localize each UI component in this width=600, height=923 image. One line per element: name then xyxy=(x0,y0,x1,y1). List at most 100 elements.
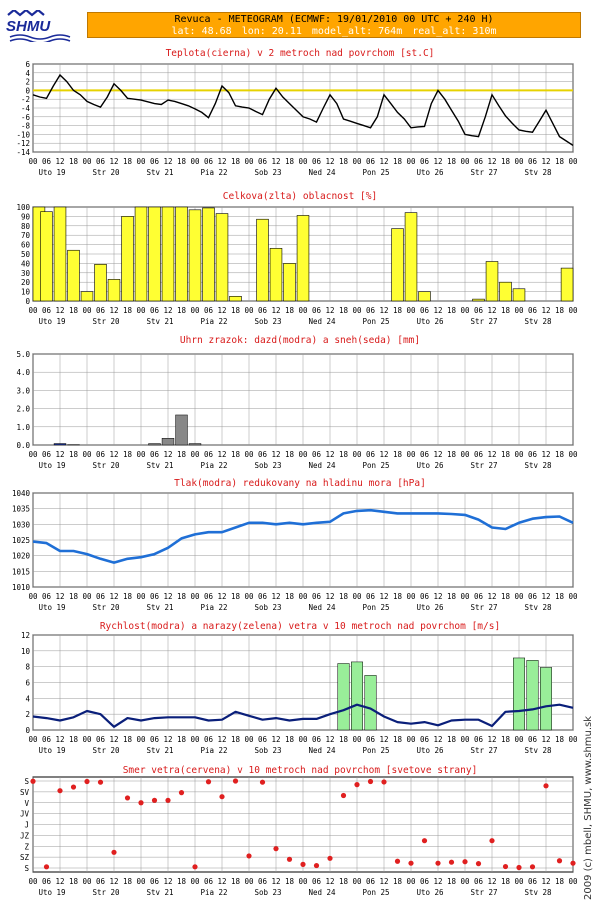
precip-hour-label: 00 xyxy=(244,450,254,459)
temp-hour-label: 18 xyxy=(231,157,241,166)
temp-hour-label: 18 xyxy=(501,157,511,166)
direction-hour-label: 06 xyxy=(312,877,322,886)
copyright-text: 2009 (c) mbell, SHMU, www.shmu.sk xyxy=(583,715,594,900)
cloud-bar xyxy=(80,291,94,302)
pressure-hour-label: 18 xyxy=(69,592,79,601)
pressure-day-label: Uto 19 xyxy=(38,603,65,612)
direction-ytick-label: SZ xyxy=(20,853,30,862)
precip-hour-label: 06 xyxy=(96,450,106,459)
direction-hour-label: 12 xyxy=(55,877,64,886)
wind-hour-label: 00 xyxy=(460,735,470,744)
precip-hour-label: 06 xyxy=(42,450,52,459)
cloud-bar xyxy=(404,212,418,302)
longitude: lon: 20.11 xyxy=(241,26,302,37)
cloud-hour-label: 06 xyxy=(150,306,160,315)
precip-hour-label: 12 xyxy=(271,450,280,459)
cloud-hour-label: 00 xyxy=(406,306,416,315)
precip-hour-label: 12 xyxy=(109,450,118,459)
cloud-hour-label: 18 xyxy=(339,306,349,315)
cloud-day-label: Uto 19 xyxy=(38,317,65,326)
temp-hour-label: 12 xyxy=(433,157,442,166)
wind-hour-label: 12 xyxy=(109,735,118,744)
temp-day-label: Uto 26 xyxy=(416,168,444,177)
cloud-bar xyxy=(40,211,53,302)
pressure-hour-label: 12 xyxy=(487,592,496,601)
direction-point xyxy=(192,864,198,870)
direction-point xyxy=(340,792,347,799)
precip-hour-label: 06 xyxy=(474,450,484,459)
direction-point xyxy=(462,859,468,865)
direction-ytick-label: S xyxy=(24,864,29,873)
latitude: lat: 48.68 xyxy=(171,26,232,37)
wind-hour-label: 06 xyxy=(366,735,376,744)
precip-hour-label: 12 xyxy=(541,450,550,459)
temp-hour-label: 06 xyxy=(366,157,376,166)
temp-hour-label: 12 xyxy=(163,157,172,166)
wind-hour-label: 06 xyxy=(258,735,268,744)
pressure-hour-label: 12 xyxy=(55,592,64,601)
direction-ytick-label: J xyxy=(24,821,29,830)
pressure-hour-label: 06 xyxy=(528,592,538,601)
wind-day-label: Stv 21 xyxy=(146,746,173,755)
temp-day-label: Str 20 xyxy=(92,168,120,177)
snow-bar xyxy=(148,443,161,446)
temp-hour-label: 00 xyxy=(136,157,146,166)
direction-point xyxy=(286,856,293,862)
direction-day-label: Str 20 xyxy=(92,888,120,897)
precip-hour-label: 06 xyxy=(312,450,322,459)
cloud-ytick-label: 90 xyxy=(21,212,31,221)
wind-hour-label: 00 xyxy=(406,735,416,744)
direction-day-label: Pia 22 xyxy=(200,888,227,897)
wind-ytick-label: 2 xyxy=(25,710,30,719)
model-altitude: model_alt: 764m xyxy=(311,26,403,37)
meteogram-title: Revuca - METEOGRAM (ECMWF: 19/01/2010 00… xyxy=(174,14,494,25)
direction-point xyxy=(273,846,279,852)
wind-hour-label: 12 xyxy=(487,735,496,744)
cloud-bar xyxy=(296,215,310,302)
cloud-bar xyxy=(256,218,269,302)
precip-ytick-label: 3.0 xyxy=(16,386,30,395)
cloud-bar xyxy=(499,281,512,302)
direction-point xyxy=(354,782,360,788)
cloud-bar xyxy=(107,279,121,302)
pressure-day-label: Ned 24 xyxy=(308,603,336,612)
cloud-hour-label: 12 xyxy=(109,306,118,315)
direction-hour-label: 18 xyxy=(393,877,403,886)
direction-day-label: Stv 28 xyxy=(524,888,552,897)
temp-hour-label: 06 xyxy=(150,157,160,166)
wind-day-label: Sob 23 xyxy=(254,746,281,755)
direction-title: Smer vetra(cervena) v 10 metroch nad pov… xyxy=(123,765,478,776)
wind-hour-label: 18 xyxy=(285,735,295,744)
cloud-hour-label: 00 xyxy=(460,306,470,315)
wind-ytick-label: 6 xyxy=(25,679,30,688)
precip-day-label: Str 20 xyxy=(92,461,120,470)
temp-hour-label: 00 xyxy=(298,157,308,166)
precip-hour-label: 06 xyxy=(204,450,214,459)
pressure-title: Tlak(modra) redukovany na hladinu mora [… xyxy=(174,478,426,489)
wind-title: Rychlost(modra) a narazy(zelena) vetra v… xyxy=(100,621,500,632)
pressure-day-label: Pia 22 xyxy=(200,603,227,612)
direction-hour-label: 00 xyxy=(28,877,38,886)
precip-hour-label: 06 xyxy=(366,450,376,459)
direction-point xyxy=(489,838,495,844)
pressure-hour-label: 18 xyxy=(555,592,565,601)
precip-hour-label: 18 xyxy=(69,450,79,459)
direction-hour-label: 00 xyxy=(136,877,146,886)
cloud-hour-label: 00 xyxy=(352,306,362,315)
temp-hour-label: 00 xyxy=(568,157,578,166)
direction-hour-label: 06 xyxy=(474,877,484,886)
cloud-hour-label: 06 xyxy=(366,306,376,315)
cloud-hour-label: 12 xyxy=(55,306,64,315)
wind-hour-label: 18 xyxy=(393,735,403,744)
direction-point xyxy=(570,860,576,866)
precip-day-label: Ned 24 xyxy=(308,461,336,470)
direction-ytick-label: JZ xyxy=(20,831,30,840)
direction-point xyxy=(70,784,77,790)
pressure-day-label: Sob 23 xyxy=(254,603,281,612)
pressure-ytick-label: 1020 xyxy=(12,552,31,561)
direction-day-label: Sob 23 xyxy=(254,888,281,897)
cloud-hour-label: 06 xyxy=(420,306,430,315)
direction-point xyxy=(394,858,401,864)
cloud-bar xyxy=(202,207,215,302)
direction-hour-label: 06 xyxy=(42,877,52,886)
